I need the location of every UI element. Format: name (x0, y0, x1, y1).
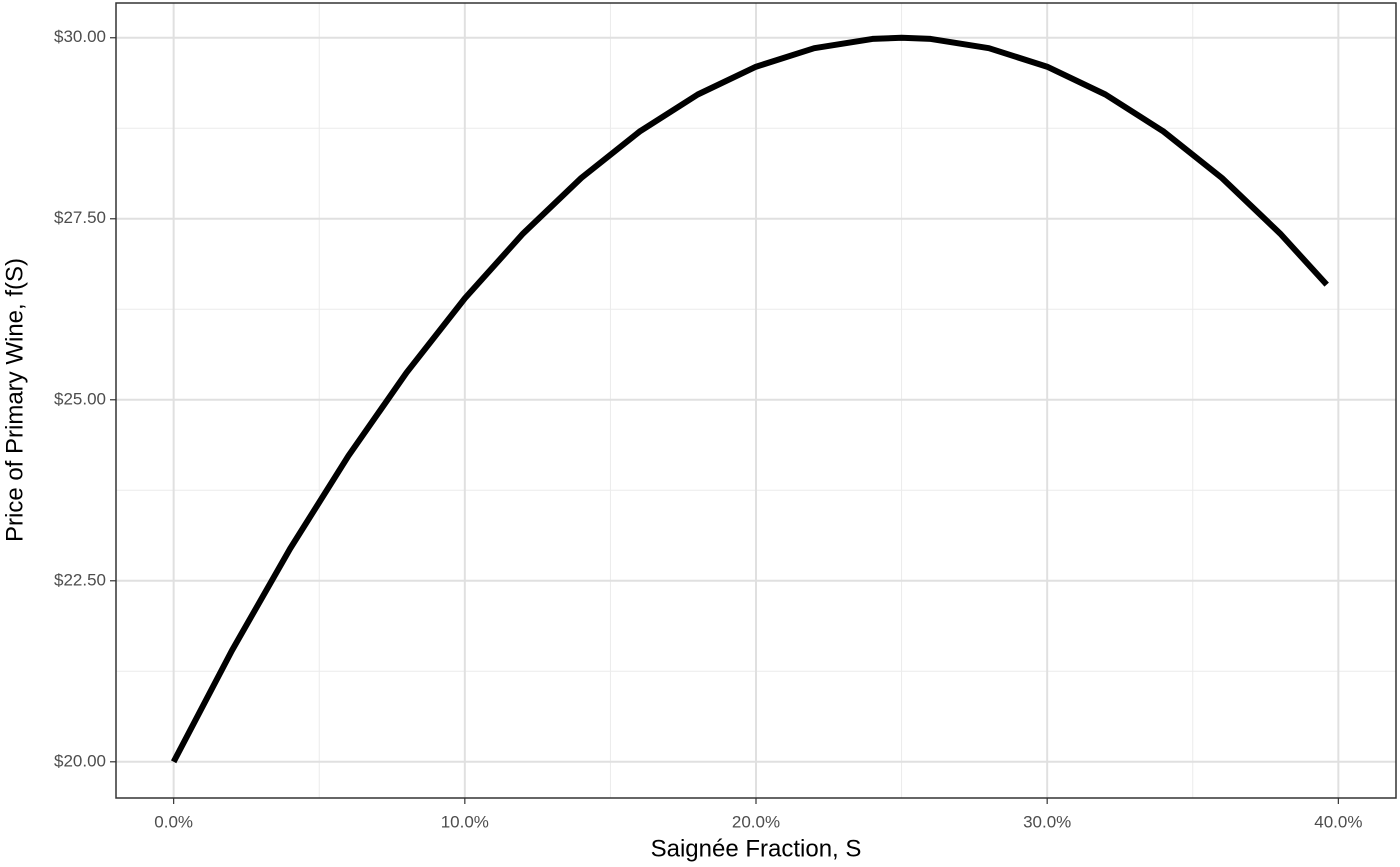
y-tick-label: $20.00 (54, 751, 106, 770)
line-series (170, 34, 1329, 764)
plot-border (115, 2, 1397, 799)
y-tick-label: $27.50 (54, 208, 106, 227)
x-tick-label: 10.0% (441, 812, 489, 831)
x-tick-label: 30.0% (1023, 812, 1071, 831)
y-axis-title: Price of Primary Wine, f(S) (1, 258, 28, 542)
y-tick-label: $30.00 (54, 27, 106, 46)
y-tick-label: $25.00 (54, 389, 106, 408)
y-tick-label: $22.50 (54, 570, 106, 589)
x-tick-label: 40.0% (1314, 812, 1362, 831)
x-tick-label: 0.0% (154, 812, 193, 831)
x-axis-title: Saignée Fraction, S (651, 835, 862, 862)
x-tick-label: 20.0% (732, 812, 780, 831)
